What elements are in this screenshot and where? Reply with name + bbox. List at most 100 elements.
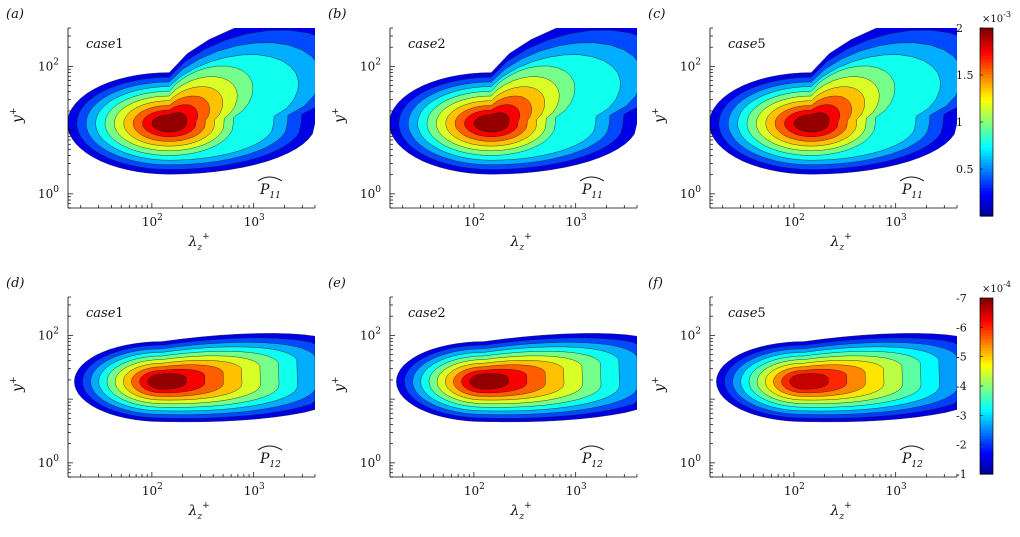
- panel-4-y-tick-label: 102: [38, 326, 59, 342]
- panel-2-x-axis-label: λz+: [509, 232, 531, 253]
- colorbar-2-tick-label: -7: [956, 292, 967, 305]
- colorbar-1-band: [980, 78, 993, 82]
- panel-5-case-label: case2: [408, 306, 446, 321]
- panel-5-quantity-label: P12: [581, 451, 603, 470]
- panel-1-y-tick-label: 100: [38, 185, 59, 201]
- colorbar-2-tick-label: -4: [956, 380, 967, 393]
- colorbar-2-exponent: ×10-4: [982, 280, 1011, 295]
- colorbar-2-band: [980, 447, 993, 452]
- colorbar-1-band: [980, 190, 993, 195]
- colorbar-1-band: [980, 125, 993, 129]
- colorbar-2-band: [980, 388, 993, 393]
- colorbar-1-band: [980, 122, 993, 126]
- colorbar-2-band: [980, 315, 993, 320]
- colorbar-1-band: [980, 140, 993, 145]
- panel-3-x-tick-label: 103: [886, 213, 907, 229]
- colorbar-2-band: [980, 471, 993, 475]
- panel-5-y-tick-label: 102: [360, 326, 381, 342]
- colorbar-1-band: [980, 137, 993, 142]
- panel-5-x-axis-label: λz+: [509, 501, 531, 522]
- panel-2: 102 103 100 102 λz+ y+ (b) case2 P11: [328, 7, 638, 253]
- panel-5-y-tick-label: 100: [360, 454, 381, 470]
- colorbar-1-band: [980, 169, 993, 173]
- panel-4-x-axis-label: λz+: [187, 501, 209, 522]
- panel-4-y-tick-label: 100: [38, 454, 59, 470]
- colorbar-2: -7 -6 -5 -4 -3 -2 -1 ×10-4: [956, 280, 1011, 481]
- colorbar-1-band: [980, 75, 993, 79]
- panel-2-y-axis-label: y+: [331, 108, 348, 124]
- panel-6-x-tick-label: 102: [784, 482, 805, 498]
- colorbar-1-band: [980, 178, 993, 183]
- colorbar-2-band: [980, 298, 993, 302]
- colorbar-1-band: [980, 100, 993, 104]
- panel-1-x-tick-label: 103: [244, 213, 265, 229]
- panel-6-quantity-label: P12: [901, 451, 923, 470]
- colorbar-2-band: [980, 365, 993, 369]
- colorbar-1-band: [980, 172, 993, 176]
- colorbar-2-band: [980, 386, 993, 390]
- colorbar-2-band: [980, 371, 993, 375]
- colorbar-2-band: [980, 424, 993, 428]
- colorbar-2-band: [980, 339, 993, 343]
- panel-3-x-axis-label: λz+: [829, 232, 851, 253]
- colorbar-2-band: [980, 362, 993, 367]
- colorbar-2-band: [980, 406, 993, 411]
- colorbar-2-band: [980, 383, 993, 387]
- panel-3-y-axis-label: y+: [651, 108, 668, 124]
- colorbar-1-band: [980, 165, 993, 170]
- colorbar-2-band: [980, 327, 993, 331]
- colorbar-1-band: [980, 49, 993, 54]
- panel-6-x-tick-label: 103: [886, 482, 907, 498]
- panel-3-y-tick-label: 102: [680, 57, 701, 73]
- colorbar-1-band: [980, 93, 993, 98]
- colorbar-2-band: [980, 418, 993, 422]
- panel-2-case-label: case2: [408, 37, 446, 52]
- panel-4-panel-label: (d): [6, 276, 24, 291]
- colorbar-1-band: [980, 162, 993, 167]
- colorbar-2-band: [980, 462, 993, 466]
- panel-2-y-tick-label: 100: [360, 185, 381, 201]
- colorbar-2-band: [980, 368, 993, 372]
- colorbar-1-band: [980, 200, 993, 205]
- panel-4: 102 103 100 102 λz+ y+ (d) case1 P12: [6, 276, 316, 522]
- colorbar-1-band: [980, 181, 993, 186]
- colorbar-2-tick-label: -6: [956, 321, 967, 334]
- panel-1-field: [68, 28, 315, 175]
- colorbar-1-band: [980, 106, 993, 111]
- colorbar-2-band: [980, 359, 993, 364]
- panel-3-quantity-hat: [899, 176, 925, 182]
- colorbar-2-band: [980, 450, 993, 455]
- panel-3-quantity-label: P11: [901, 182, 923, 201]
- panel-3-field: [710, 28, 957, 175]
- colorbar-1-band: [980, 59, 993, 64]
- colorbar-2-tick-label: -2: [956, 439, 967, 452]
- panel-3: 102 103 100 102 λz+ y+ (c) case5 P11: [648, 7, 958, 253]
- panel-5-x-tick-label: 102: [464, 482, 485, 498]
- colorbar-1-band: [980, 187, 993, 192]
- panel-5: 102 103 100 102 λz+ y+ (e) case2 P12: [328, 276, 638, 522]
- contour-level-panel-2-10: [473, 112, 510, 133]
- panel-5-quantity-hat: [579, 445, 605, 451]
- colorbar-1-tick-label: 1: [956, 116, 963, 129]
- colorbar-2-band: [980, 468, 993, 472]
- colorbar-1-band: [980, 84, 993, 89]
- panel-1-quantity-hat: [257, 176, 283, 182]
- panel-2-quantity-label: P11: [581, 182, 603, 201]
- colorbar-1-band: [980, 37, 993, 42]
- panel-2-x-tick-label: 103: [566, 213, 587, 229]
- panel-4-quantity-hat: [257, 445, 283, 451]
- colorbar-2-band: [980, 415, 993, 419]
- panel-6-y-axis-label: y+: [651, 377, 668, 393]
- colorbar-1-band: [980, 131, 993, 136]
- colorbar-2-tick-label: -3: [956, 409, 967, 422]
- colorbar-1-band: [980, 40, 993, 45]
- contour-level-panel-5-10: [469, 373, 509, 390]
- panel-3-x-tick-label: 102: [784, 213, 805, 229]
- colorbar-2-band: [980, 350, 993, 355]
- colorbar-2-band: [980, 459, 993, 463]
- colorbar-1-band: [980, 143, 993, 148]
- panel-5-panel-label: (e): [328, 276, 346, 291]
- colorbar-2-band: [980, 465, 993, 469]
- colorbar-2-band: [980, 397, 993, 402]
- panel-2-field: [390, 28, 637, 175]
